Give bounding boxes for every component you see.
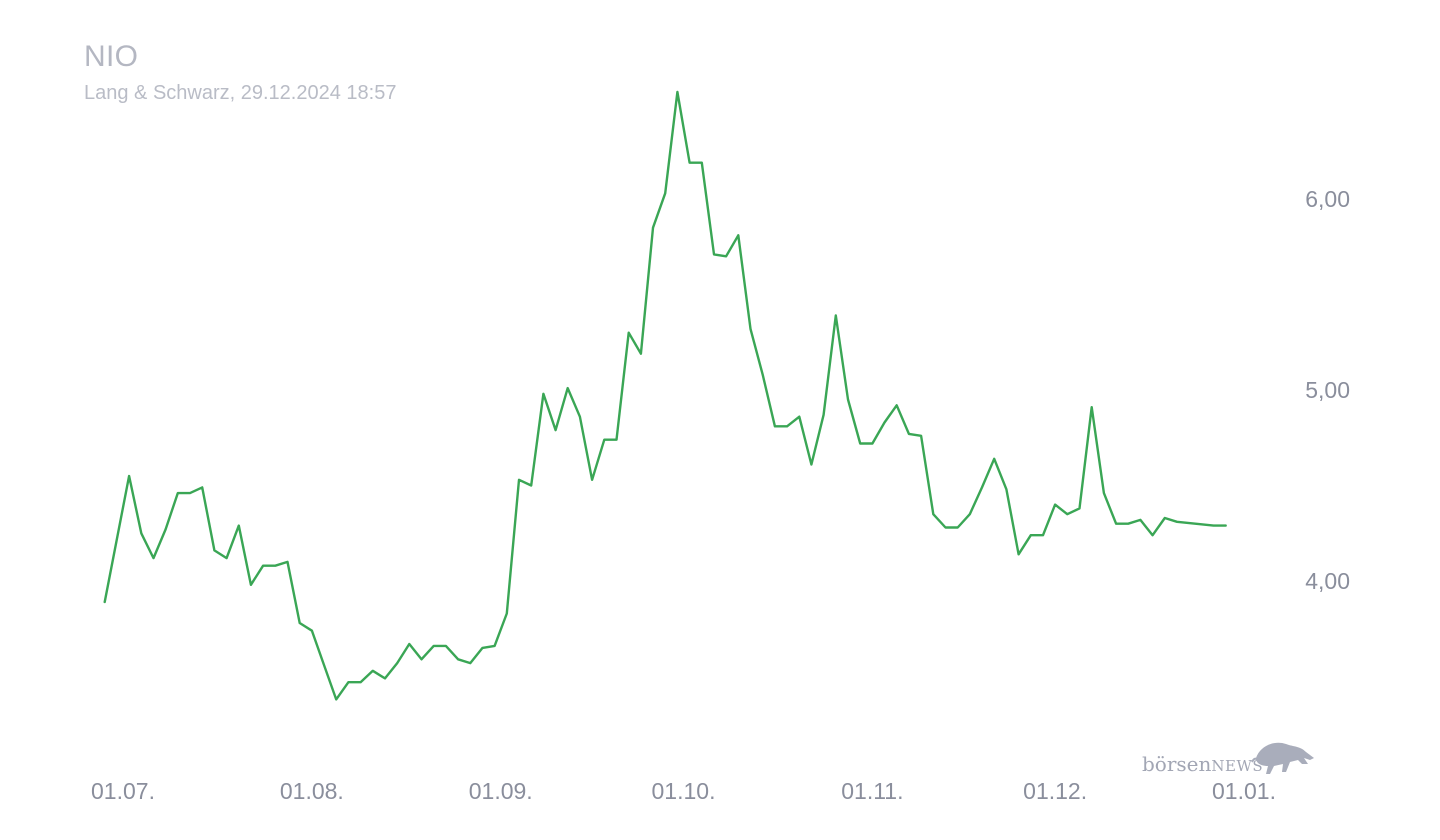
logo-suffix: NEWS	[1211, 757, 1264, 775]
y-axis: 4,00 5,00 6,00	[1305, 186, 1350, 594]
x-tick-label: 01.12.	[1023, 778, 1087, 804]
chart-subtitle: Lang & Schwarz, 29.12.2024 18:57	[84, 82, 397, 104]
x-tick-label: 01.08.	[280, 778, 344, 804]
borsennews-logo: börsenNEWS	[1142, 738, 1322, 782]
logo-prefix: börsen	[1142, 752, 1212, 776]
x-axis: 01.07. 01.08. 01.09. 01.10. 01.11. 01.12. 01.0…	[91, 778, 1276, 804]
x-tick-label: 01.11.	[841, 778, 903, 804]
y-tick-label: 5,00	[1305, 377, 1350, 403]
logo-text: börsenNEWS	[1142, 752, 1263, 776]
x-tick-label: 01.09.	[469, 778, 533, 804]
price-series-line	[103, 90, 1227, 701]
chart-title: NIO	[84, 40, 139, 73]
y-tick-label: 6,00	[1305, 186, 1350, 212]
series-layer	[103, 90, 1227, 701]
x-tick-label: 01.10.	[652, 778, 716, 804]
x-tick-label: 01.01.	[1212, 778, 1276, 804]
x-tick-label: 01.07.	[91, 778, 155, 804]
bull-icon	[1251, 742, 1314, 774]
y-tick-label: 4,00	[1305, 568, 1350, 594]
